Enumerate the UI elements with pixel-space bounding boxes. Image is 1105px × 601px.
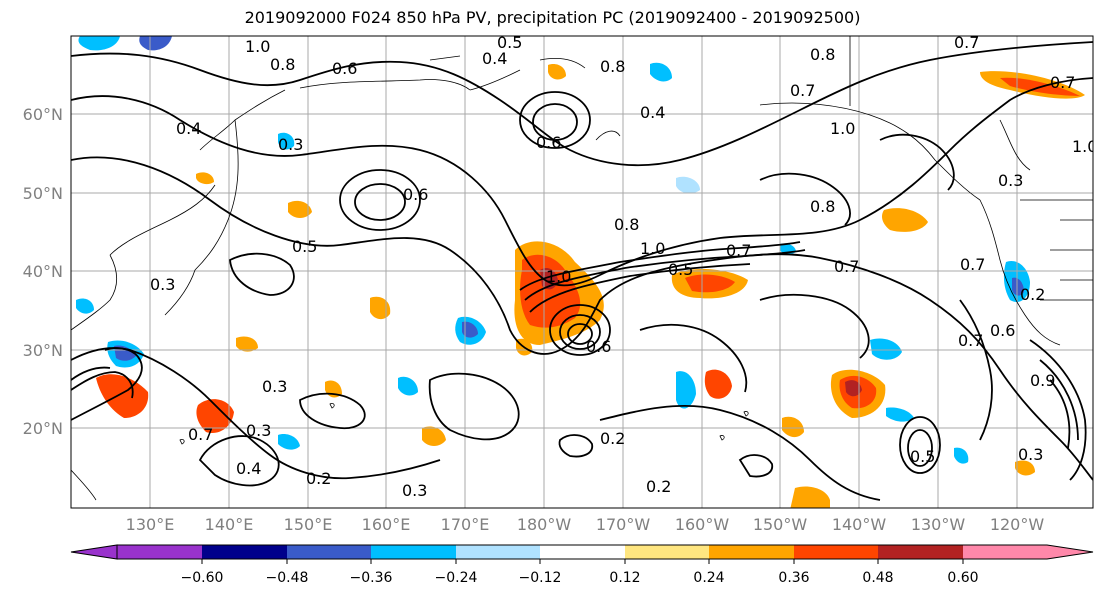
latitude-axis: 60°N 50°N 40°N 30°N 20°N — [23, 105, 63, 438]
contour-label: 0.2 — [1020, 285, 1045, 304]
colorbar-tick-label: −0.12 — [519, 570, 562, 586]
contour-label: 0.8 — [600, 57, 625, 76]
lat-tick-label: 50°N — [23, 184, 63, 203]
contour-label: 0.7 — [954, 33, 979, 52]
colorbar-tick-label: −0.24 — [435, 570, 478, 586]
contour-label: 0.5 — [910, 447, 935, 466]
contour-label: 0.3 — [246, 421, 271, 440]
contour-label: 1.0 — [245, 37, 270, 56]
colorbar-segment — [456, 545, 540, 559]
lon-tick-label: 170°W — [596, 515, 651, 534]
contour-label: 0.4 — [236, 459, 261, 478]
contour-label: 0.8 — [614, 215, 639, 234]
colorbar-segment — [540, 545, 625, 559]
contour-label: 0.7 — [726, 241, 751, 260]
colorbar-tick-label: 0.48 — [862, 570, 893, 586]
contour-label: 0.4 — [176, 119, 201, 138]
lon-tick-label: 130°E — [126, 515, 175, 534]
contour-label: 0.6 — [403, 185, 428, 204]
contour-label: 0.5 — [497, 33, 522, 52]
colorbar-segment — [963, 545, 1047, 559]
colorbar-segment — [371, 545, 456, 559]
contour-label: 0.3 — [278, 135, 303, 154]
colorbar: −0.60 −0.48 −0.36 −0.24 −0.12 0.12 0.24 … — [70, 544, 1094, 586]
colorbar-segment — [287, 545, 371, 559]
colorbar-segment — [625, 545, 709, 559]
contour-label: 0.7 — [960, 255, 985, 274]
contour-label: 0.3 — [150, 275, 175, 294]
colorbar-tick-label: 0.36 — [778, 570, 809, 586]
contour-label: 0.3 — [998, 171, 1023, 190]
colorbar-segment — [794, 545, 878, 559]
contour-label: 0.8 — [810, 45, 835, 64]
contour-label: 0.6 — [332, 59, 357, 78]
contour-label: 0.3 — [402, 481, 427, 500]
colorbar-tick-label: −0.60 — [181, 570, 224, 586]
map-title: 2019092000 F024 850 hPa PV, precipitatio… — [244, 8, 861, 27]
lat-tick-label: 30°N — [23, 341, 63, 360]
contour-labels: 1.0 0.8 0.6 0.5 0.4 0.3 0.6 0.6 0.5 0.8 … — [150, 33, 1097, 500]
contour-label: 1.0 — [546, 267, 571, 286]
colorbar-tick-label: 0.24 — [693, 570, 724, 586]
contour-label: 0.4 — [482, 49, 507, 68]
contour-label: 0.2 — [306, 469, 331, 488]
contour-label: 0.6 — [536, 133, 561, 152]
colorbar-extend-max — [1047, 545, 1093, 559]
contour-label: 0.7 — [958, 331, 983, 350]
contour-label: 0.6 — [586, 337, 611, 356]
lon-tick-label: 130°W — [911, 515, 966, 534]
contour-label: 0.8 — [810, 197, 835, 216]
contour-label: 0.4 — [640, 103, 665, 122]
lon-tick-label: 120°W — [990, 515, 1045, 534]
precip-shading — [76, 36, 1085, 508]
contour-label: 0.9 — [1030, 371, 1055, 390]
colorbar-extend-min — [71, 545, 117, 559]
colorbar-segment — [202, 545, 287, 559]
lon-tick-label: 170°E — [441, 515, 490, 534]
colorbar-tick-label: −0.48 — [266, 570, 309, 586]
contour-label: 1.0 — [640, 239, 665, 258]
contour-label: 0.2 — [646, 477, 671, 496]
lon-tick-label: 160°W — [675, 515, 730, 534]
graticule — [71, 36, 1093, 508]
contour-label: 0.5 — [292, 237, 317, 256]
lon-tick-label: 150°W — [753, 515, 808, 534]
contour-label: 0.7 — [834, 257, 859, 276]
pv-contours — [71, 41, 1093, 501]
lon-tick-label: 180°W — [517, 515, 572, 534]
lon-tick-label: 160°E — [362, 515, 411, 534]
contour-label: 1.0 — [1072, 137, 1097, 156]
coastlines — [71, 36, 1093, 501]
contour-label: 0.8 — [270, 55, 295, 74]
colorbar-tick-label: 0.12 — [609, 570, 640, 586]
longitude-axis: 130°E 140°E 150°E 160°E 170°E 180°W 170°… — [126, 515, 1045, 534]
lon-tick-label: 150°E — [284, 515, 333, 534]
map-frame — [70, 35, 1094, 509]
colorbar-segment — [117, 545, 202, 559]
colorbar-segment — [878, 545, 963, 559]
contour-label: 0.5 — [668, 260, 693, 279]
colorbar-outline — [70, 544, 1094, 560]
lat-tick-label: 60°N — [23, 105, 63, 124]
contour-label: 1.0 — [830, 119, 855, 138]
colorbar-tick-label: −0.36 — [350, 570, 393, 586]
colorbar-segment — [709, 545, 794, 559]
lat-tick-label: 40°N — [23, 262, 63, 281]
contour-label: 0.7 — [188, 425, 213, 444]
colorbar-tick-label: 0.60 — [947, 570, 978, 586]
contour-label: 0.3 — [262, 377, 287, 396]
lon-tick-label: 140°W — [832, 515, 887, 534]
contour-label: 0.6 — [990, 321, 1015, 340]
contour-label: 0.7 — [790, 81, 815, 100]
contour-label: 0.2 — [600, 429, 625, 448]
lon-tick-label: 140°E — [205, 515, 254, 534]
contour-label: 0.3 — [1018, 445, 1043, 464]
lat-tick-label: 20°N — [23, 419, 63, 438]
contour-label: 0.7 — [1050, 73, 1075, 92]
